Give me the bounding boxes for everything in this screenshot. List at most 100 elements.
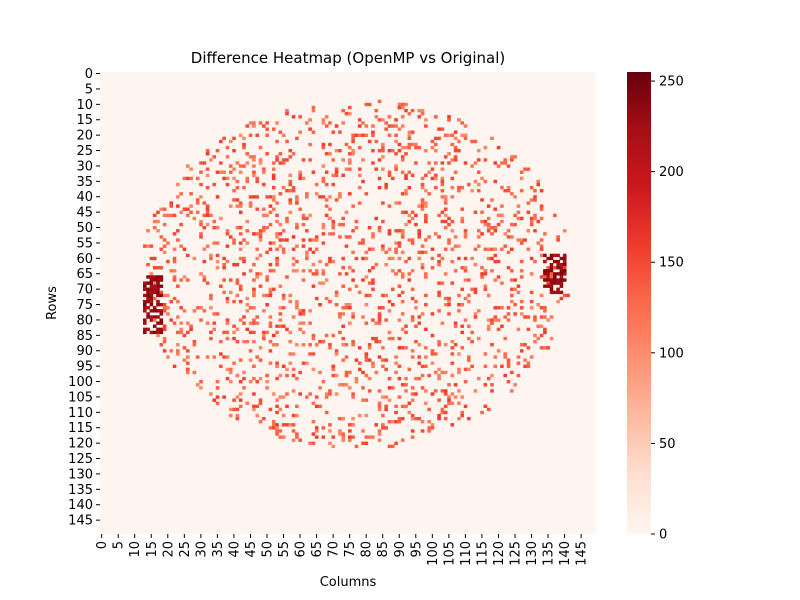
heatmap-cell [490,256,494,261]
heatmap-cell [321,176,326,181]
heatmap-cell [457,401,461,405]
heatmap-cell [367,269,372,273]
heatmap-cell [258,284,263,288]
heatmap-cell [562,278,567,282]
heatmap-cell [189,210,193,214]
heatmap-cell [526,167,531,171]
heatmap-cell [430,247,435,251]
x-tick-label: 40 [227,541,242,558]
x-tick-label: 70 [327,541,342,558]
heatmap-cell [324,213,329,218]
heatmap-cell [166,306,170,310]
heatmap-cell [215,266,220,270]
heatmap-cell [195,198,200,202]
heatmap-cell [235,395,240,399]
heatmap-cell [400,299,405,304]
heatmap-cell [394,118,398,122]
heatmap-cell [275,213,279,218]
heatmap-cell [387,330,392,335]
heatmap-cell [407,213,412,218]
heatmap-cell [298,321,303,325]
heatmap-cell [473,161,478,165]
heatmap-cell [424,216,428,221]
heatmap-cell [529,198,534,202]
heatmap-cell [199,272,203,276]
heatmap-cell [397,244,402,248]
heatmap-cell [301,330,306,335]
heatmap-cell [258,238,263,242]
heatmap-cell [248,358,253,362]
heatmap-cell [400,275,405,279]
heatmap-cell [248,330,253,335]
heatmap-cell [381,149,385,153]
heatmap-cell [443,195,448,199]
heatmap-cell [301,213,306,218]
heatmap-cell [559,281,564,285]
heatmap-cell [291,438,296,442]
heatmap-cell [506,380,511,384]
heatmap-cell [348,145,352,150]
heatmap-cell [384,185,388,190]
heatmap-cell [258,158,263,162]
heatmap-cell [467,416,471,421]
y-tick-label: 130 [68,467,93,482]
heatmap-cell [351,149,355,153]
heatmap-cell [311,108,316,113]
heatmap-cell [248,269,253,273]
heatmap-cell [159,330,164,335]
heatmap-cell [268,210,273,214]
heatmap-cell [354,133,359,137]
heatmap-cell [407,278,412,282]
heatmap-cell [417,250,422,255]
heatmap-cell [295,435,299,439]
heatmap-cell [281,435,286,439]
heatmap-cell [301,158,306,162]
heatmap-cell [536,241,541,245]
heatmap-cell [331,226,336,230]
heatmap-cell [149,284,154,288]
heatmap-cell [543,315,547,319]
heatmap-cell [506,318,511,322]
heatmap-cell [387,309,392,313]
heatmap-cell [496,213,501,218]
heatmap-cell [384,262,388,267]
heatmap-cell [410,398,415,402]
heatmap-cell [384,367,388,372]
heatmap-cell [195,355,200,359]
heatmap-cell [285,404,289,409]
heatmap-cell [447,238,451,242]
heatmap-cell [291,152,296,156]
heatmap-cell [295,306,299,310]
heatmap-cell [331,367,336,372]
heatmap-cell [513,155,517,159]
heatmap-cell [453,321,458,325]
heatmap-cell [232,262,236,267]
heatmap-cell [331,173,336,178]
heatmap-cell [162,303,167,307]
heatmap-cell [420,244,425,248]
heatmap-cell [179,210,183,214]
colorbar-tick-label: 150 [659,256,684,271]
heatmap-cell [182,275,187,279]
heatmap-cell [212,398,217,402]
heatmap-cell [172,247,177,251]
heatmap-cell [387,115,392,119]
heatmap-cell [483,287,488,291]
heatmap-cell [480,198,484,202]
y-tick-label: 115 [68,421,93,436]
heatmap-cell [364,192,369,196]
heatmap-cell [159,318,164,322]
heatmap-cell [176,238,180,242]
heatmap-cell [146,293,150,298]
heatmap-cell [248,349,253,353]
heatmap-cell [367,376,372,381]
heatmap-cell [483,404,488,409]
heatmap-cell [142,306,147,310]
heatmap-cell [424,355,428,359]
heatmap-cell [443,198,448,202]
heatmap-cell [338,315,342,319]
heatmap-cell [417,145,422,150]
heatmap-cell [539,293,544,298]
heatmap-cell [450,339,455,344]
heatmap-cell [334,373,339,378]
